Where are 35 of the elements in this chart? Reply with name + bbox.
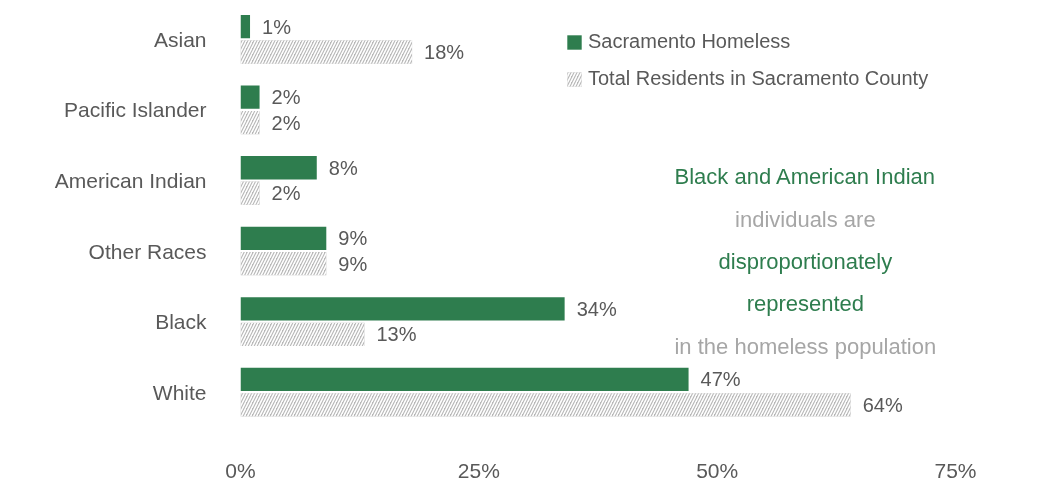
data-label: 8% bbox=[328, 156, 358, 179]
legend-label: Total Residents in Sacramento County bbox=[588, 67, 929, 90]
annotation: disproportionately bbox=[718, 249, 893, 275]
data-label: 18% bbox=[424, 41, 465, 64]
data-label: 2% bbox=[271, 182, 301, 205]
data-label: 1% bbox=[262, 15, 292, 38]
bar bbox=[240, 156, 317, 180]
y-tick-label: Black bbox=[155, 310, 207, 334]
annotation: Black and American Indian bbox=[674, 164, 935, 190]
y-tick-label: Other Races bbox=[88, 239, 207, 263]
data-label: 2% bbox=[271, 86, 301, 109]
bar bbox=[240, 85, 260, 109]
annotation: individuals are bbox=[735, 206, 876, 232]
annotation: in the homeless population bbox=[674, 333, 937, 359]
y-tick-label: Pacific Islander bbox=[64, 98, 207, 122]
data-label: 13% bbox=[376, 323, 417, 346]
y-tick-label: Asian bbox=[153, 27, 207, 51]
bar bbox=[240, 367, 689, 392]
x-tick-label: 75% bbox=[934, 458, 977, 482]
data-label: 2% bbox=[271, 111, 301, 134]
data-label: 47% bbox=[700, 368, 741, 391]
bar bbox=[240, 14, 251, 39]
y-tick-label: American Indian bbox=[54, 168, 207, 192]
x-tick-label: 25% bbox=[457, 458, 500, 482]
x-tick-label: 0% bbox=[225, 458, 256, 482]
data-label: 9% bbox=[338, 252, 368, 275]
y-tick-label: White bbox=[152, 380, 207, 404]
data-label: 9% bbox=[338, 227, 368, 250]
legend-label: Sacramento Homeless bbox=[588, 30, 791, 53]
bar bbox=[240, 297, 565, 321]
data-label: 64% bbox=[862, 393, 903, 416]
x-tick-label: 50% bbox=[696, 458, 739, 482]
annotation: represented bbox=[746, 291, 865, 317]
bar bbox=[240, 226, 327, 250]
data-label: 34% bbox=[576, 297, 617, 320]
